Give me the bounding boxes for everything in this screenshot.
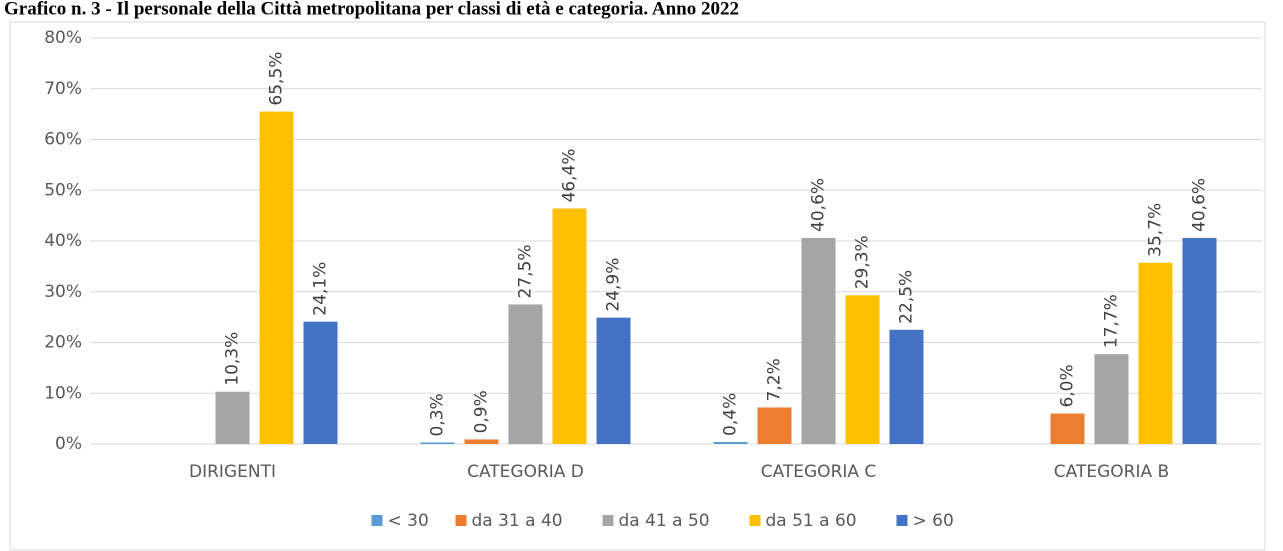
bar <box>889 329 924 444</box>
y-tick-label: 20% <box>44 333 82 353</box>
y-tick-label: 10% <box>44 383 82 403</box>
bar <box>1094 354 1129 444</box>
y-tick-label: 70% <box>44 79 82 99</box>
chart-title: Grafico n. 3 - Il personale della Città … <box>4 0 739 19</box>
bar <box>420 442 455 444</box>
y-tick-label: 50% <box>44 180 82 200</box>
bar <box>713 441 748 444</box>
bar <box>303 321 338 444</box>
y-tick-label: 30% <box>44 282 82 302</box>
legend-swatch <box>602 515 614 526</box>
chart-frame <box>9 21 1266 551</box>
value-label: 40,6% <box>1190 178 1210 232</box>
value-label: 35,7% <box>1146 203 1166 257</box>
value-label: 17,7% <box>1102 294 1122 348</box>
bar <box>1050 413 1085 444</box>
y-tick-label: 40% <box>44 231 82 251</box>
legend-swatch <box>749 515 761 526</box>
legend-label: da 41 a 50 <box>619 511 710 531</box>
value-label: 7,2% <box>765 358 785 401</box>
x-tick-label: CATEGORIA B <box>1054 462 1169 482</box>
bar <box>508 304 543 444</box>
legend-label: < 30 <box>388 511 429 531</box>
value-label: 0,9% <box>472 390 492 433</box>
x-tick-label: CATEGORIA C <box>761 462 877 482</box>
value-label: 40,6% <box>809 178 829 232</box>
bar <box>801 237 836 444</box>
y-tick-label: 0% <box>55 434 82 454</box>
value-label: 46,4% <box>560 149 580 203</box>
legend-swatch <box>371 515 383 526</box>
value-label: 24,9% <box>604 258 624 312</box>
bar <box>845 295 880 444</box>
y-tick-label: 60% <box>44 130 82 150</box>
bar <box>215 391 250 444</box>
value-label: 65,5% <box>267 52 287 106</box>
bar <box>259 111 294 445</box>
legend-label: da 31 a 40 <box>472 511 563 531</box>
value-label: 0,4% <box>721 393 741 436</box>
value-label: 10,3% <box>223 332 243 386</box>
value-label: 22,5% <box>897 270 917 324</box>
legend-swatch <box>896 515 908 526</box>
legend-label: da 51 a 60 <box>766 511 857 531</box>
bar <box>757 407 792 444</box>
x-tick-label: DIRIGENTI <box>189 462 276 482</box>
bar <box>1138 262 1173 444</box>
legend-swatch <box>455 515 467 526</box>
value-label: 6,0% <box>1058 364 1078 407</box>
y-tick-label: 80% <box>44 28 82 48</box>
bar <box>552 208 587 444</box>
bar <box>464 439 499 444</box>
x-tick-label: CATEGORIA D <box>467 462 584 482</box>
value-label: 0,3% <box>428 393 448 436</box>
value-label: 29,3% <box>853 235 873 289</box>
bar <box>1182 237 1217 444</box>
bar <box>596 317 631 444</box>
value-label: 27,5% <box>516 244 536 298</box>
value-label: 24,1% <box>311 262 331 316</box>
legend-label: > 60 <box>913 511 954 531</box>
